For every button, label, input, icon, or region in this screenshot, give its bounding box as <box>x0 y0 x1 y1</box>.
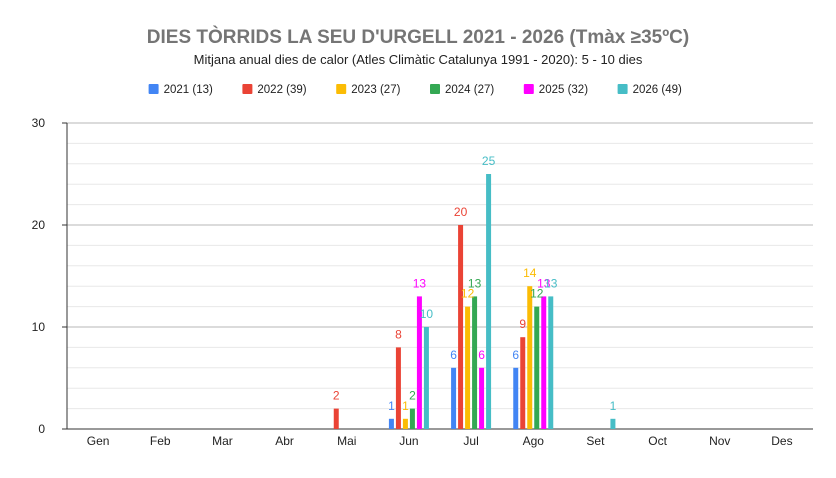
data-label: 1 <box>388 399 395 413</box>
legend-swatch <box>148 84 159 94</box>
bars <box>333 174 616 429</box>
bar <box>513 367 519 429</box>
legend-swatch <box>617 84 628 94</box>
legend-label: 2025 (32) <box>539 84 588 96</box>
bar <box>520 337 526 429</box>
y-axis: 0 10 20 30 <box>32 116 68 436</box>
data-label: 1 <box>610 399 617 413</box>
data-label: 13 <box>544 276 558 290</box>
bar <box>402 418 408 429</box>
data-label: 1 <box>402 399 409 413</box>
x-axis: Gen Feb Mar Abr Mai Jun Jul Ago Set Oct Nov Des <box>67 428 813 448</box>
x-tick-label: Ago <box>523 434 545 448</box>
data-label: 12 <box>461 287 475 301</box>
bar <box>416 296 422 429</box>
bar <box>534 306 540 429</box>
legend-swatch <box>430 84 440 94</box>
data-label: 20 <box>454 205 468 219</box>
bar <box>388 418 394 429</box>
data-label: 2 <box>333 389 340 403</box>
y-tick-label: 30 <box>32 116 46 130</box>
data-label: 6 <box>478 348 485 362</box>
legend-label: 2024 (27) <box>445 84 494 96</box>
data-label: 14 <box>523 266 537 280</box>
legend: 2021 (13) 2022 (39) 2023 (27) 2024 (27) 2025… <box>148 84 682 96</box>
data-label: 2 <box>409 389 416 403</box>
data-label: 25 <box>482 154 496 168</box>
x-tick-label: Jun <box>399 434 418 448</box>
x-tick-label: Feb <box>150 434 171 448</box>
data-label: 12 <box>530 287 544 301</box>
data-label: 9 <box>519 317 526 331</box>
bar <box>527 286 533 429</box>
data-label: 8 <box>395 327 402 341</box>
bar <box>395 347 401 429</box>
legend-swatch <box>242 84 253 94</box>
data-label: 13 <box>413 276 427 290</box>
bar <box>333 408 339 429</box>
chart-title: DIES TÒRRIDS LA SEU D'URGELL 2021 - 2026… <box>147 26 689 48</box>
legend-swatch <box>336 84 347 94</box>
legend-label: 2021 (13) <box>164 84 213 96</box>
data-label: 13 <box>537 276 551 290</box>
data-label: 6 <box>512 348 519 362</box>
chart-subtitle: Mitjana anual dies de calor (Atles Climà… <box>194 52 643 67</box>
data-label: 6 <box>450 348 457 362</box>
x-tick-label: Gen <box>87 434 110 448</box>
bar <box>548 296 554 429</box>
legend-label: 2023 (27) <box>351 84 400 96</box>
y-tick-label: 20 <box>32 218 46 232</box>
legend-swatch <box>523 84 534 94</box>
bar <box>541 296 547 429</box>
legend-label: 2026 (49) <box>633 84 682 96</box>
bar <box>610 418 616 429</box>
x-tick-label: Jul <box>463 434 478 448</box>
data-label: 10 <box>420 307 434 321</box>
x-tick-label: Oct <box>648 434 667 448</box>
x-tick-label: Mar <box>212 434 233 448</box>
y-tick-label: 10 <box>32 320 46 334</box>
x-tick-label: Des <box>771 434 792 448</box>
data-label: 13 <box>468 276 482 290</box>
bar <box>486 174 492 429</box>
gridlines <box>67 122 813 410</box>
bar <box>451 367 457 429</box>
x-tick-label: Set <box>586 434 605 448</box>
legend-label: 2022 (39) <box>257 84 306 96</box>
bar <box>472 296 478 429</box>
y-tick-label: 0 <box>38 422 45 436</box>
bar <box>423 327 429 429</box>
x-tick-label: Mai <box>337 434 356 448</box>
x-tick-label: Abr <box>275 434 294 448</box>
x-tick-label: Nov <box>709 434 730 448</box>
bar <box>465 306 471 429</box>
bar <box>458 225 464 429</box>
bar <box>409 408 415 429</box>
bar <box>479 367 485 429</box>
